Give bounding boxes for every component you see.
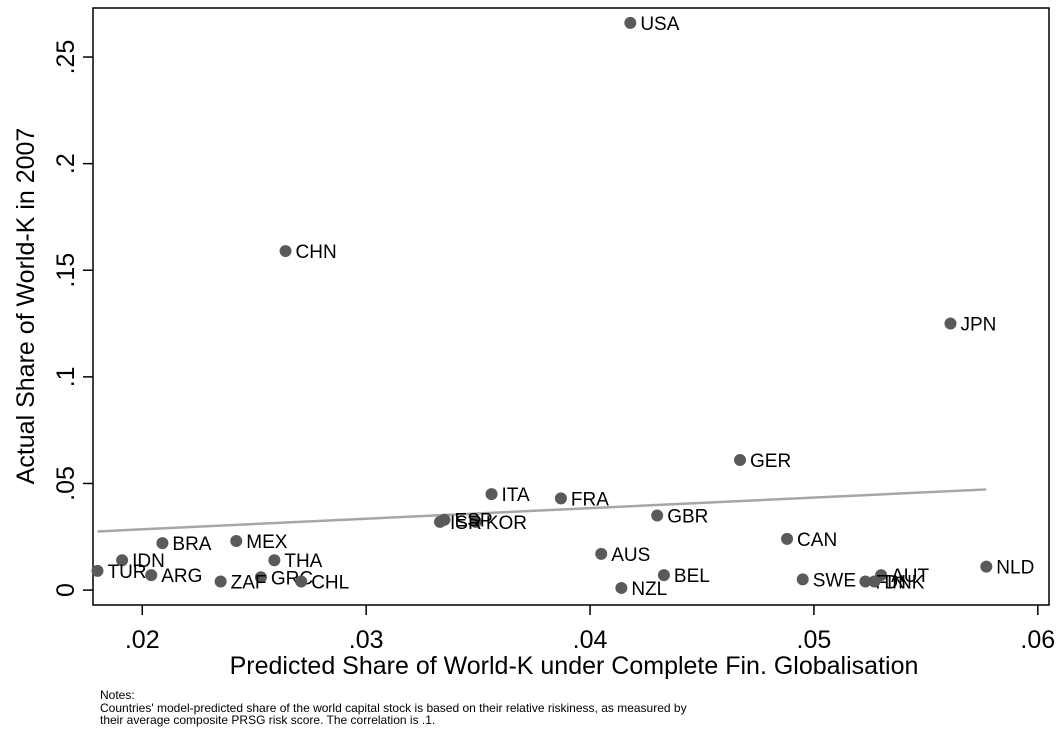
point-label-kor: KOR xyxy=(486,513,527,534)
point-label-grc: GRC xyxy=(271,568,313,589)
chart-notes: Notes: Countries' model-predicted share … xyxy=(100,689,687,727)
x-tick-label: .02 xyxy=(125,626,160,654)
point-label-mex: MEX xyxy=(246,532,288,553)
point-label-esp: ESP xyxy=(455,511,493,532)
point-arg xyxy=(145,569,158,582)
point-idn xyxy=(116,554,129,567)
point-bra xyxy=(156,537,169,550)
point-ger xyxy=(734,454,747,467)
point-label-jpn: JPN xyxy=(960,315,996,336)
point-label-ger: GER xyxy=(750,451,791,472)
point-grc xyxy=(254,571,267,584)
y-tick-label: .05 xyxy=(52,466,80,501)
point-nzl xyxy=(615,581,628,594)
y-tick-label: 0 xyxy=(52,583,80,597)
point-swe xyxy=(796,573,809,586)
point-tur xyxy=(91,564,104,577)
point-usa xyxy=(624,16,637,29)
point-label-idn: IDN xyxy=(132,551,165,572)
point-fin xyxy=(859,575,872,588)
point-label-arg: ARG xyxy=(161,566,202,587)
notes-heading: Notes: xyxy=(100,688,135,702)
point-ita xyxy=(485,488,498,501)
point-label-aus: AUS xyxy=(611,545,650,566)
notes-line-2: their average composite PRSG risk score.… xyxy=(100,713,436,727)
point-label-ita: ITA xyxy=(502,485,530,506)
point-chl xyxy=(295,575,308,588)
point-isr xyxy=(434,515,447,528)
point-label-fin: FIN xyxy=(875,573,906,594)
point-kor xyxy=(469,515,482,528)
point-aus xyxy=(595,547,608,560)
point-chn xyxy=(279,245,292,258)
point-dnk xyxy=(868,575,881,588)
y-tick-label: .15 xyxy=(52,253,80,288)
x-tick-label: .03 xyxy=(349,626,384,654)
plot-frame xyxy=(92,7,1050,606)
point-tha xyxy=(268,554,281,567)
x-tick-label: .05 xyxy=(797,626,832,654)
point-mex xyxy=(230,535,243,548)
fitted-line xyxy=(97,488,987,533)
x-tick-label: .06 xyxy=(1020,626,1055,654)
point-fra xyxy=(554,492,567,505)
point-label-dnk: DNK xyxy=(884,573,924,594)
y-tick-label: .2 xyxy=(52,153,80,174)
point-label-zaf: ZAF xyxy=(231,573,267,594)
point-nld xyxy=(980,560,993,573)
point-label-gbr: GBR xyxy=(667,506,708,527)
x-axis-title: Predicted Share of World-K under Complet… xyxy=(230,652,919,680)
point-label-nld: NLD xyxy=(996,558,1034,579)
point-gbr xyxy=(651,509,664,522)
y-tick-label: .25 xyxy=(52,40,80,75)
point-label-nzl: NZL xyxy=(631,579,667,600)
point-label-bel: BEL xyxy=(674,566,710,587)
x-tick-label: .04 xyxy=(573,626,608,654)
point-label-tha: THA xyxy=(284,551,322,572)
point-label-isr: ISR xyxy=(450,513,482,534)
point-can xyxy=(781,532,794,545)
point-label-fra: FRA xyxy=(571,489,609,510)
point-label-tur: TUR xyxy=(107,562,146,583)
point-label-swe: SWE xyxy=(813,570,856,591)
y-tick-label: .1 xyxy=(52,366,80,387)
point-label-chn: CHN xyxy=(296,242,337,263)
y-axis-title: Actual Share of World-K in 2007 xyxy=(12,128,40,485)
notes-line-1: Countries' model-predicted share of the … xyxy=(100,700,687,715)
point-jpn xyxy=(944,317,957,330)
point-label-aut: AUT xyxy=(891,566,929,587)
point-label-bra: BRA xyxy=(172,534,211,555)
point-zaf xyxy=(214,575,227,588)
point-label-can: CAN xyxy=(797,530,837,551)
point-bel xyxy=(657,569,670,582)
point-label-chl: CHL xyxy=(311,573,349,594)
point-label-usa: USA xyxy=(640,14,679,35)
